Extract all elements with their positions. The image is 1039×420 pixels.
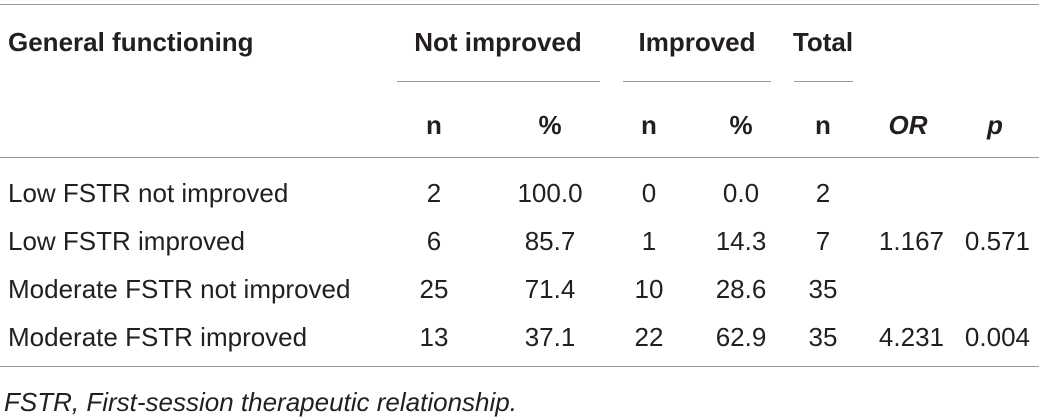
col-improved-n: n xyxy=(641,110,657,140)
header-bottom-rule xyxy=(0,157,1039,158)
group-improved: Improved xyxy=(638,27,756,57)
cell-total-n: 35 xyxy=(808,322,838,352)
cell-total-n: 2 xyxy=(815,178,831,208)
group-total: Total xyxy=(792,27,854,57)
row-label: Moderate FSTR not improved xyxy=(8,274,351,304)
cell-p: 0.571 xyxy=(964,226,1030,256)
cell-improved-pct: 62.9 xyxy=(715,322,767,352)
cell-total-n: 7 xyxy=(815,226,831,256)
table-title: General functioning xyxy=(8,27,254,57)
cell-not-improved-pct: 37.1 xyxy=(524,322,576,352)
col-not-improved-pct: % xyxy=(538,110,562,140)
cell-not-improved-pct: 85.7 xyxy=(524,226,576,256)
cell-total-n: 35 xyxy=(808,274,838,304)
cell-not-improved-pct: 71.4 xyxy=(524,274,576,304)
table-footnote: FSTR, First-session therapeutic relation… xyxy=(4,387,517,417)
cell-improved-pct: 14.3 xyxy=(715,226,767,256)
top-rule xyxy=(0,4,1039,5)
cell-not-improved-n: 25 xyxy=(419,274,449,304)
group-rule-total xyxy=(794,81,853,82)
cell-or: 1.167 xyxy=(878,226,944,256)
cell-not-improved-pct: 100.0 xyxy=(517,178,583,208)
cell-improved-n: 22 xyxy=(634,322,664,352)
cell-improved-pct: 0.0 xyxy=(722,178,760,208)
group-rule-not-improved xyxy=(397,81,600,82)
col-or: OR xyxy=(888,110,928,140)
row-label: Low FSTR improved xyxy=(8,226,245,256)
row-label: Low FSTR not improved xyxy=(8,178,289,208)
cell-not-improved-n: 2 xyxy=(426,178,442,208)
cell-not-improved-n: 13 xyxy=(419,322,449,352)
cell-improved-n: 10 xyxy=(634,274,664,304)
cell-improved-n: 0 xyxy=(641,178,657,208)
col-total-n: n xyxy=(815,110,831,140)
cell-p: 0.004 xyxy=(964,322,1030,352)
table-bottom-rule xyxy=(0,366,1039,367)
col-improved-pct: % xyxy=(729,110,753,140)
col-not-improved-n: n xyxy=(426,110,442,140)
group-not-improved: Not improved xyxy=(414,27,582,57)
col-p: p xyxy=(987,110,1003,140)
cell-or: 4.231 xyxy=(878,322,944,352)
cell-not-improved-n: 6 xyxy=(426,226,442,256)
group-rule-improved xyxy=(623,81,771,82)
cell-improved-n: 1 xyxy=(641,226,657,256)
row-label: Moderate FSTR improved xyxy=(8,322,308,352)
cell-improved-pct: 28.6 xyxy=(715,274,767,304)
